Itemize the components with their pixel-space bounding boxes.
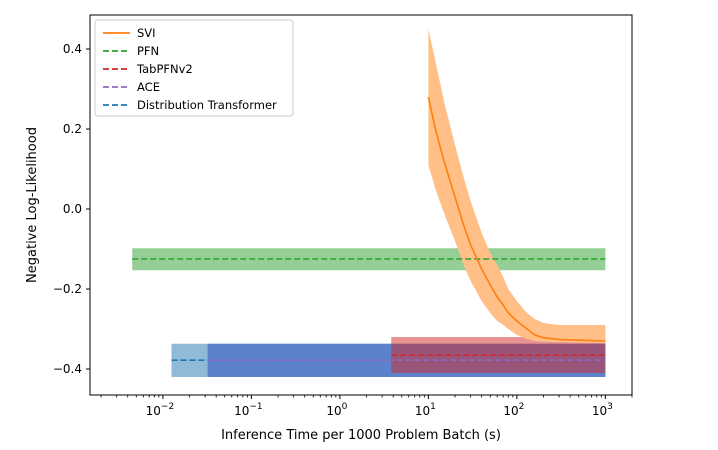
legend: SVI PFN TabPFNv2 ACE Distribution Transforme… xyxy=(94,19,294,117)
x-tick-label: 102 xyxy=(503,402,524,418)
legend-box xyxy=(94,19,294,117)
legend-label-tabpfnv2: TabPFNv2 xyxy=(136,62,193,76)
x-tick-label: 10−1 xyxy=(234,402,263,418)
y-tick-label: 0.4 xyxy=(63,42,82,56)
legend-label-svi: SVI xyxy=(137,26,156,40)
x-tick-label: 100 xyxy=(326,402,347,418)
x-tick-label: 101 xyxy=(415,402,436,418)
legend-label-ace: ACE xyxy=(137,80,160,94)
y-tick-label: 0.0 xyxy=(63,202,82,216)
plot-frame xyxy=(89,14,633,396)
y-tick-label: −0.2 xyxy=(53,282,82,296)
svi-band xyxy=(428,29,606,343)
svi-line xyxy=(427,96,606,342)
x-axis-label: Inference Time per 1000 Problem Batch (s… xyxy=(221,428,501,443)
x-tick-label: 10−2 xyxy=(146,402,175,418)
legend-label-distribution-transformer: Distribution Transformer xyxy=(137,98,277,112)
x-axis-ticks: 10−2 10−1 100 101 102 103 xyxy=(100,395,633,418)
y-tick-label: 0.2 xyxy=(63,122,82,136)
tabpfnv2-band xyxy=(391,337,606,373)
legend-label-pfn: PFN xyxy=(137,44,159,58)
y-tick-label: −0.4 xyxy=(53,362,82,376)
x-tick-label: 103 xyxy=(592,402,613,418)
series-lines xyxy=(132,96,606,362)
y-axis-ticks: 0.4 0.2 0.0 −0.2 −0.4 xyxy=(53,42,90,376)
y-axis-label: Negative Log-Likelihood xyxy=(25,127,40,283)
uncertainty-bands xyxy=(132,29,606,377)
